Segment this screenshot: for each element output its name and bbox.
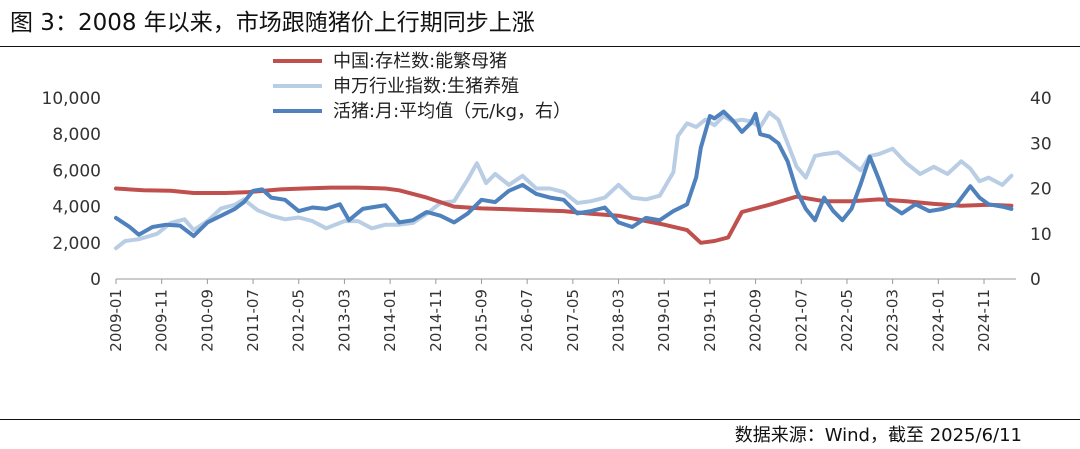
x-axis-tick-label: 2019-01 — [655, 289, 673, 352]
chart-title: 图 3：2008 年以来，市场跟随猪价上行期同步上涨 — [10, 10, 535, 36]
x-axis-tick-label: 2017-05 — [564, 289, 582, 352]
data-source-note: 数据来源：Wind，截至 2025/6/11 — [734, 425, 1022, 446]
right-axis-tick-label: 30 — [1030, 134, 1052, 154]
x-axis-tick-label: 2013-03 — [335, 289, 353, 352]
left-axis-tick-label: 2,000 — [52, 234, 101, 254]
x-axis-tick-label: 2024-01 — [929, 289, 947, 352]
x-axis-tick-label: 2009-11 — [153, 289, 171, 352]
line-chart: 0 2,000 4,000 6,000 8,000 10,000 0 10 20 30 40 2009… — [42, 51, 1052, 352]
left-axis-tick-label: 10,000 — [42, 89, 101, 109]
x-axis-tick-label: 2021-07 — [792, 289, 810, 352]
series-line-0 — [114, 185, 1014, 245]
series-line-2 — [114, 109, 1014, 238]
left-axis-tick-label: 8,000 — [52, 125, 101, 145]
x-axis-tick-label: 2022-05 — [838, 289, 856, 352]
x-axis-tick-label: 2009-01 — [107, 289, 125, 352]
left-axis-tick-label: 4,000 — [52, 198, 101, 218]
title-bar: 图 3：2008 年以来，市场跟随猪价上行期同步上涨 — [0, 0, 1080, 46]
right-axis-tick-label: 40 — [1030, 89, 1052, 109]
x-axis-tick-label: 2014-01 — [381, 289, 399, 352]
x-axis-tick-label: 2024-11 — [975, 289, 993, 352]
left-axis-tick-label: 6,000 — [52, 161, 101, 181]
x-axis-tick-label: 2015-09 — [472, 289, 490, 352]
right-axis-tick-label: 10 — [1030, 225, 1052, 245]
right-axis-tick-label: 0 — [1030, 270, 1041, 290]
legend-label-2: 活猪:月:平均值（元/kg，右） — [333, 101, 571, 122]
series-line-1 — [114, 110, 1014, 251]
right-axis-tick-label: 20 — [1030, 180, 1052, 200]
x-axis-tick-label: 2011-07 — [244, 289, 262, 352]
legend-label-1: 申万行业指数:生猪养殖 — [333, 75, 519, 97]
x-axis-tick-label: 2020-09 — [747, 289, 765, 352]
x-axis-tick-label: 2019-11 — [701, 289, 719, 352]
x-axis-tick-label: 2023-03 — [884, 289, 902, 352]
footer-divider — [0, 419, 1080, 420]
x-axis-tick-label: 2014-11 — [427, 289, 445, 352]
legend-label-0: 中国:存栏数:能繁母猪 — [333, 51, 507, 72]
x-axis-tick-label: 2010-09 — [198, 289, 216, 352]
x-axis-tick-label: 2012-05 — [290, 289, 308, 352]
title-divider — [0, 46, 1080, 47]
left-axis-tick-label: 0 — [90, 270, 101, 290]
x-axis-tick-label: 2016-07 — [518, 289, 536, 352]
x-axis-tick-label: 2018-03 — [610, 289, 628, 352]
